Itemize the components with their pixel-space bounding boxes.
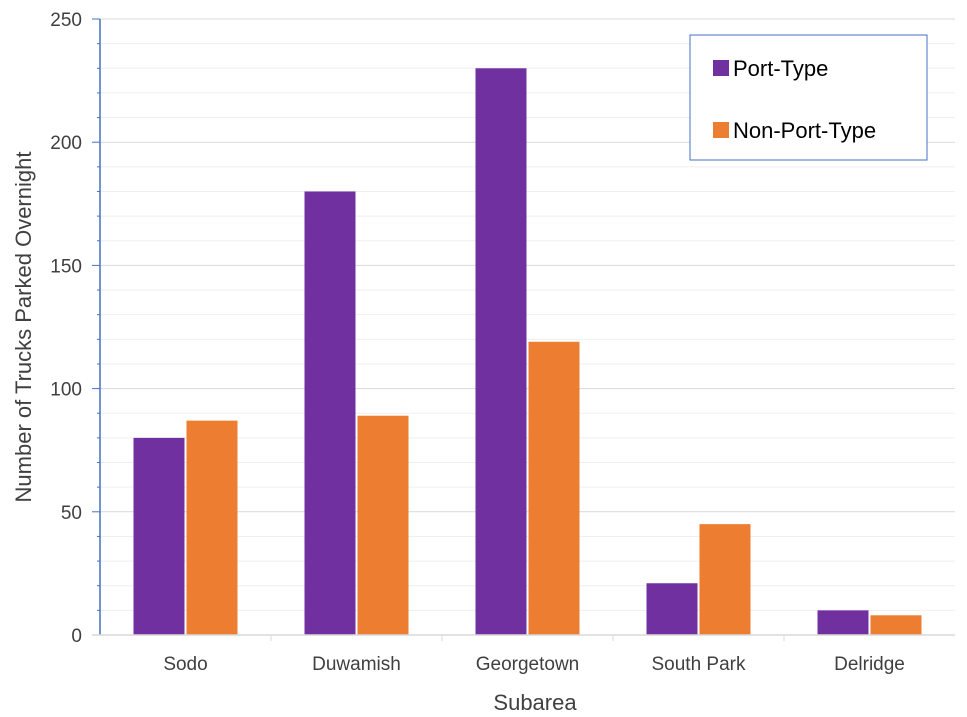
- y-tick-label: 250: [50, 10, 82, 31]
- y-tick-label: 100: [50, 380, 82, 401]
- legend-label: Port-Type: [733, 56, 828, 81]
- legend: Port-Type Non-Port-Type: [689, 34, 928, 161]
- y-tick-label: 0: [71, 626, 82, 647]
- bar-non-port-type-south-park: [699, 524, 751, 635]
- bar-non-port-type-duwamish: [357, 415, 409, 635]
- bar-non-port-type-sodo: [186, 420, 238, 635]
- bar-non-port-type-georgetown: [528, 341, 580, 635]
- axes: [92, 18, 955, 641]
- legend-box: [689, 34, 928, 161]
- bar-non-port-type-delridge: [870, 615, 922, 635]
- x-axis-title: Subarea: [493, 690, 577, 715]
- bar-port-type-sodo: [133, 437, 185, 635]
- y-tick-label: 50: [61, 503, 82, 524]
- x-tick-label: Delridge: [834, 654, 905, 675]
- x-tick-labels: Sodo Duwamish Georgetown South Park Delridge: [163, 654, 905, 675]
- legend-label: Non-Port-Type: [733, 118, 876, 143]
- bars: [133, 68, 922, 636]
- bar-port-type-delridge: [817, 610, 869, 635]
- y-axis-title: Number of Trucks Parked Overnight: [11, 152, 36, 503]
- x-tick-label: Georgetown: [476, 654, 580, 675]
- bar-port-type-duwamish: [304, 191, 356, 636]
- bar-port-type-georgetown: [475, 68, 527, 635]
- y-tick-labels: 0 50 100 150 200 250: [50, 10, 82, 647]
- x-tick-label: Sodo: [163, 654, 207, 675]
- y-tick-label: 200: [50, 133, 82, 154]
- legend-swatch: [713, 122, 729, 138]
- x-tick-label: Duwamish: [312, 654, 401, 675]
- x-tick-label: South Park: [652, 654, 746, 675]
- legend-swatch: [713, 60, 729, 76]
- bar-port-type-south-park: [646, 583, 698, 635]
- y-tick-label: 150: [50, 256, 82, 277]
